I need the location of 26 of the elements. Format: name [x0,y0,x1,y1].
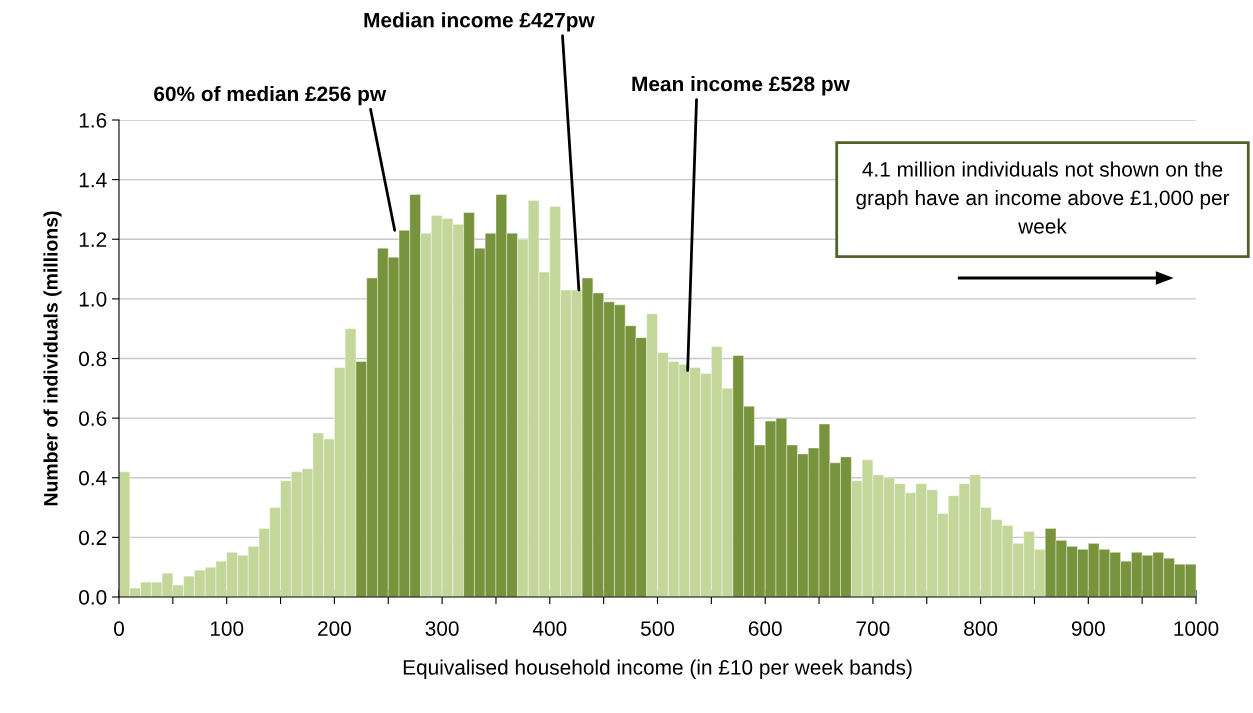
x-tick-label: 700 [856,621,890,636]
x-tick-label: 800 [964,621,998,636]
y-axis-title: Number of individuals (millions) [43,211,62,506]
x-tick-label: 400 [532,621,567,636]
x-tick-label: 0 [114,621,124,636]
y-tick-label: 0.2 [79,530,107,546]
x-tick-label: 1000 [1174,621,1219,636]
x-tick-label: 300 [425,621,459,636]
y-tick-label: 1.0 [79,291,107,307]
y-tick-label: 0.0 [79,590,107,605]
y-tick-label: 0.8 [79,351,107,367]
x-axis-title: Equivalised household income (in £10 per week bands) [403,659,912,679]
y-tick-label: 1.6 [79,113,107,128]
x-tick-label: 200 [318,621,351,636]
y-tick-label: 0.4 [79,470,107,486]
x-tick-label: 900 [1071,621,1105,636]
x-tick-label: 100 [210,621,244,636]
annotation: 4.1 million individuals not shown on the graph have an income above £1,000 per week [856,161,1230,234]
x-tick-label: 500 [640,621,675,636]
y-tick-label: 1.2 [79,232,107,247]
y-tick-label: 0.6 [79,411,107,426]
y-tick-label: 1.4 [79,172,107,188]
x-tick-label: 600 [748,621,782,636]
annotation: Median income £427pw [364,12,595,32]
annotation: Mean income £528 pw [632,76,850,96]
annotation: 60% of median £256 pw [154,85,387,106]
